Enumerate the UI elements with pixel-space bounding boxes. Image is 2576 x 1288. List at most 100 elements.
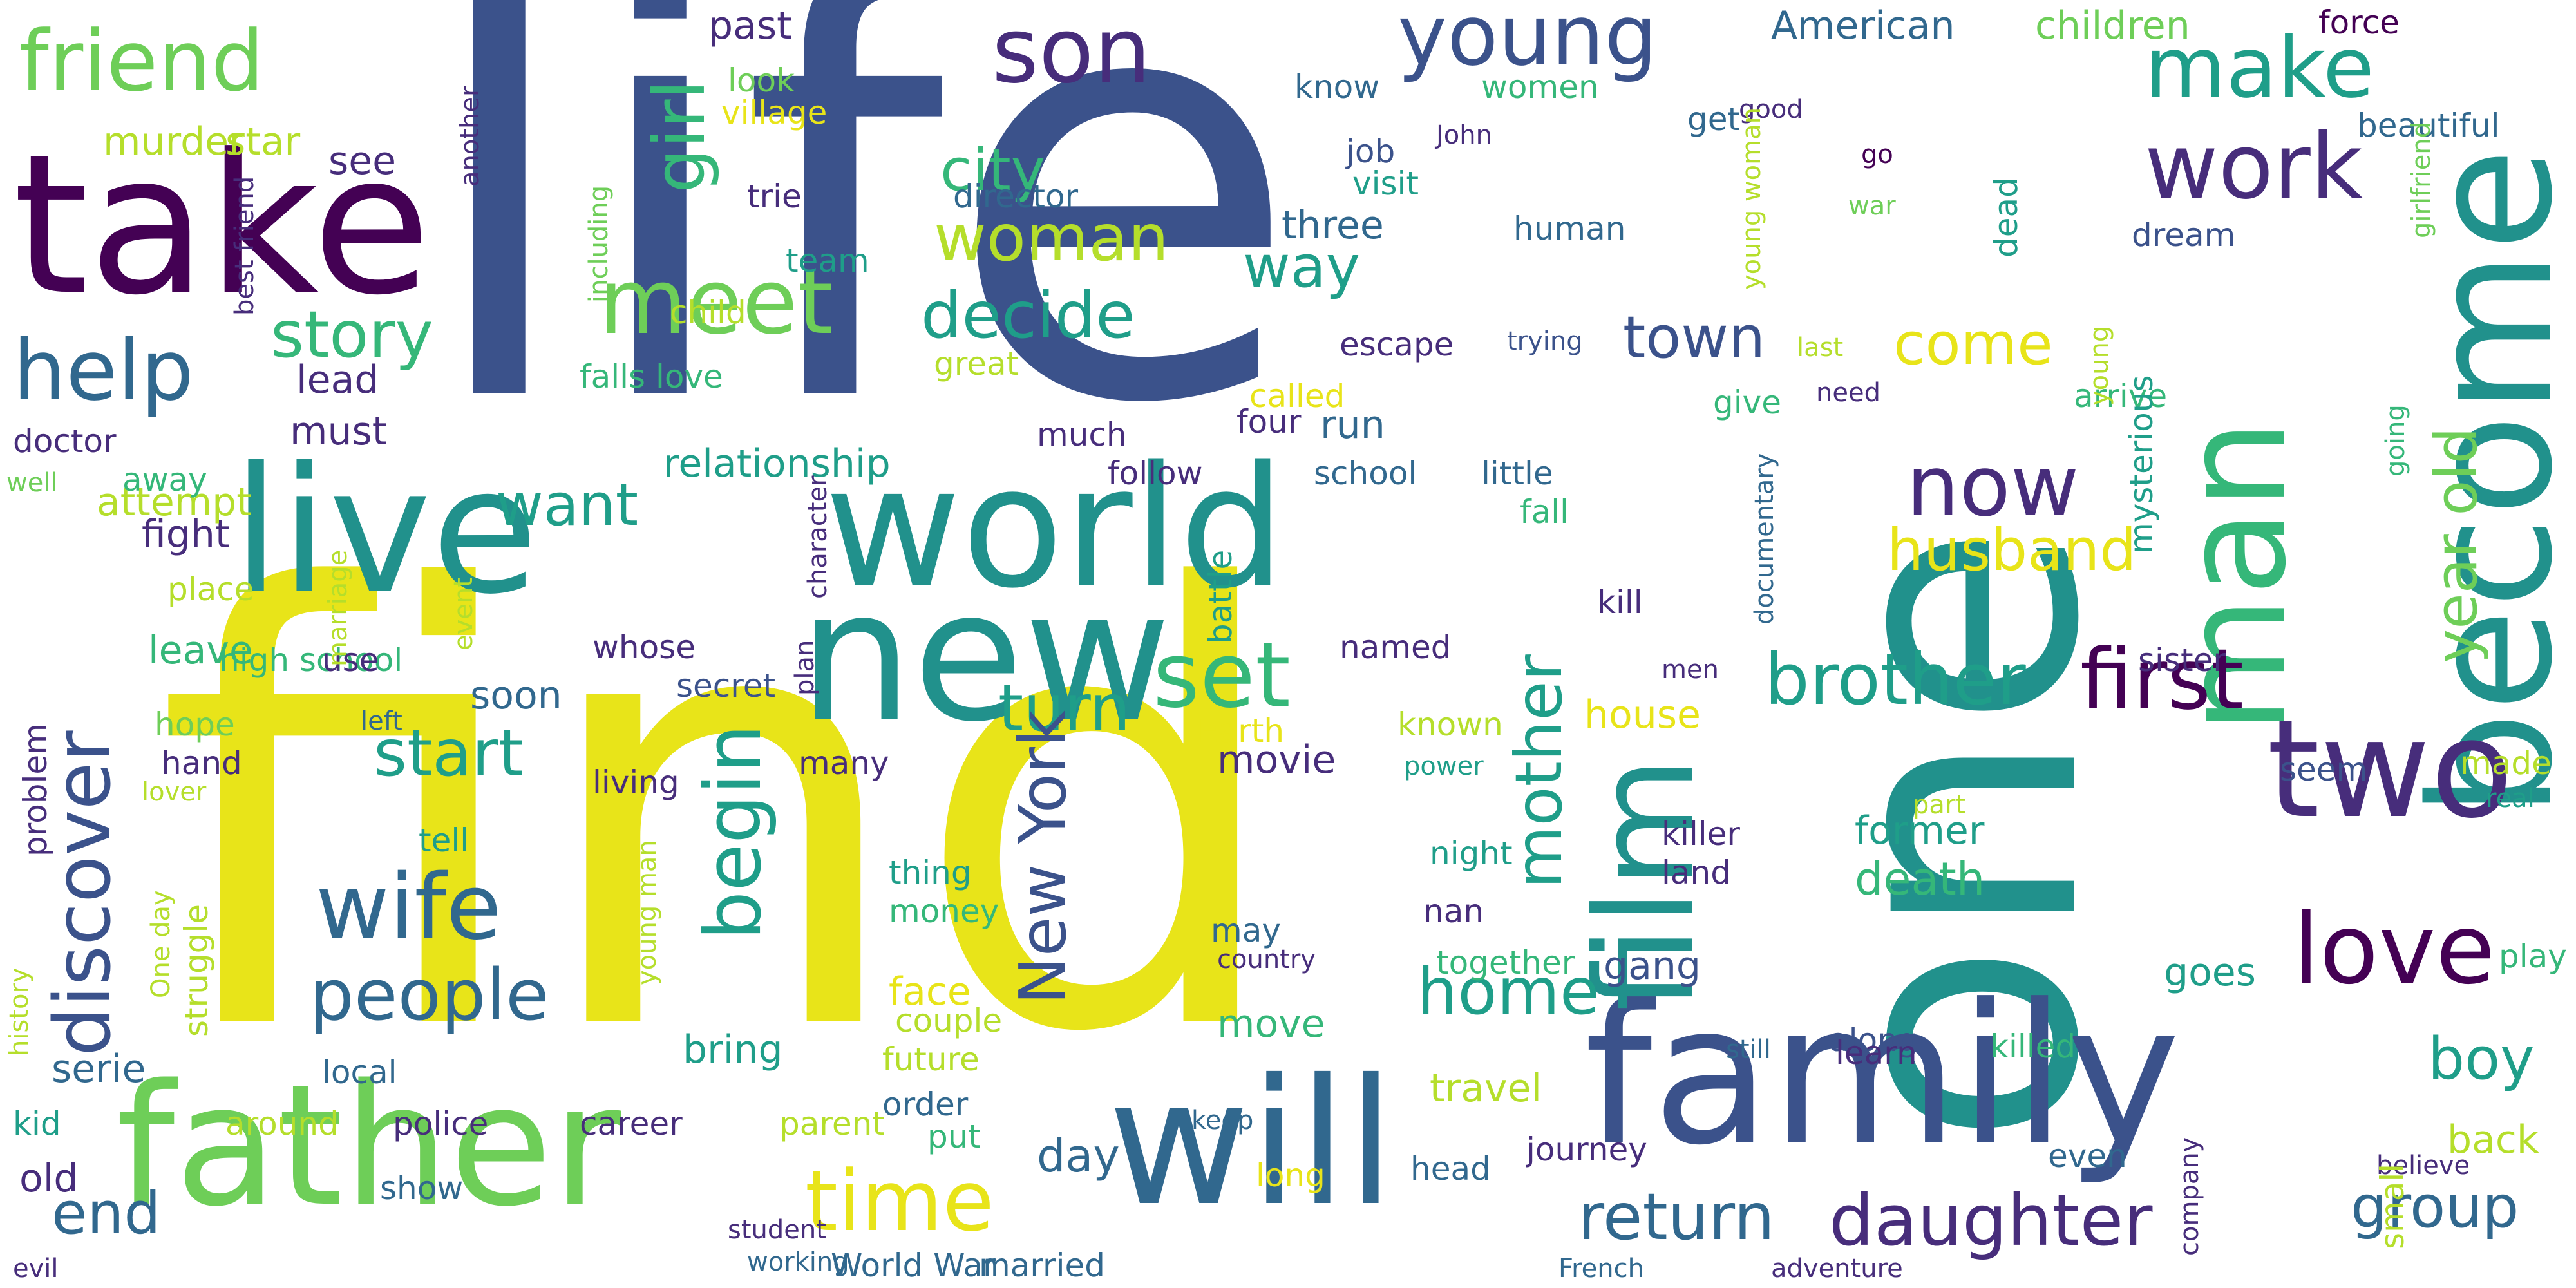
word-give: give — [1713, 384, 1781, 421]
word-children: children — [2035, 3, 2190, 48]
word-team: team — [786, 242, 869, 279]
word-come: come — [1893, 310, 2053, 378]
word-kill: kill — [1597, 583, 1643, 621]
word-year-old: year old — [2423, 427, 2490, 663]
word-along: along — [1829, 1021, 1918, 1059]
word-much: much — [1037, 416, 1127, 453]
word-boy: boy — [2428, 1025, 2535, 1093]
word-discover: discover — [39, 730, 128, 1056]
word-star: star — [225, 119, 301, 164]
word-killed: killed — [1990, 1028, 2076, 1065]
word-visit: visit — [1352, 165, 1419, 202]
word-first: first — [2080, 630, 2244, 728]
word-mother: mother — [1501, 654, 1577, 889]
word-struggle: struggle — [178, 904, 215, 1037]
word-brother: brother — [1765, 638, 2026, 721]
word-french: French — [1558, 1254, 1644, 1283]
word-last: last — [1797, 333, 1844, 363]
word-job: job — [1346, 133, 1396, 170]
word-may: may — [1211, 912, 1281, 949]
word-best-friend: best friend — [230, 176, 260, 316]
word-get: get — [1687, 100, 1741, 138]
word-whose: whose — [592, 629, 696, 666]
word-dream: dream — [2132, 216, 2236, 254]
word-world-war: World War — [831, 1247, 996, 1284]
word-head: head — [1410, 1150, 1491, 1188]
word-world: world — [824, 431, 1285, 625]
word-money: money — [889, 893, 999, 930]
word-new-york: New York — [1005, 710, 1081, 1005]
word-killer: killer — [1662, 815, 1740, 853]
word-love: love — [2293, 894, 2496, 1006]
word-going: going — [2381, 404, 2410, 477]
word-family: family — [1584, 963, 2181, 1188]
word-thing: thing — [889, 854, 972, 891]
word-use: use — [322, 641, 379, 679]
word-father: father — [116, 1049, 621, 1244]
word-relationship: relationship — [663, 441, 891, 486]
word-trying: trying — [1507, 327, 1583, 356]
word-start: start — [374, 715, 524, 791]
word-student: student — [728, 1215, 826, 1245]
word-village: village — [721, 94, 828, 131]
word-show: show — [380, 1170, 464, 1207]
word-earth: Earth — [1198, 712, 1285, 750]
word-little: little — [1481, 455, 1553, 492]
word-sister: sister — [2138, 641, 2226, 679]
word-leave: leave — [148, 628, 253, 673]
word-movie: movie — [1217, 737, 1336, 782]
word-adventure: adventure — [1771, 1254, 1903, 1283]
word-girlfriend: girlfriend — [2407, 121, 2436, 238]
word-need: need — [1816, 378, 1880, 408]
word-history: history — [5, 967, 34, 1056]
word-known: known — [1397, 706, 1503, 743]
word-marriage: marriage — [323, 549, 353, 667]
word-even: even — [2048, 1137, 2127, 1175]
word-school: school — [1314, 455, 1417, 492]
word-run: run — [1320, 402, 1385, 448]
word-high-school: high school — [219, 641, 403, 679]
word-woman: woman — [934, 200, 1170, 276]
word-son: son — [992, 0, 1151, 104]
word-go: go — [1861, 140, 1893, 169]
word-human: human — [1513, 210, 1626, 247]
word-take: take — [13, 113, 431, 337]
word-beautiful: beautiful — [2357, 107, 2500, 144]
word-follow: follow — [1108, 455, 1203, 492]
word-past: past — [708, 3, 792, 48]
word-police: police — [393, 1105, 489, 1142]
word-wife: wife — [316, 855, 502, 960]
word-lead: lead — [296, 357, 379, 402]
word-life: life — [419, 0, 1302, 530]
word-character: character — [803, 475, 833, 599]
word-country: country — [1217, 945, 1316, 974]
word-arrive: arrive — [2074, 377, 2168, 415]
word-company: company — [2175, 1137, 2204, 1256]
word-daughter: daughter — [1829, 1179, 2153, 1262]
word-night: night — [1430, 835, 1513, 872]
word-set: set — [1153, 623, 1291, 728]
word-face: face — [889, 969, 971, 1014]
word-problem: problem — [17, 723, 54, 857]
word-live: live — [232, 430, 538, 632]
word-attempt: attempt — [97, 480, 252, 525]
word-power: power — [1404, 752, 1484, 781]
word-couple: couple — [895, 1002, 1003, 1039]
word-order: order — [882, 1086, 969, 1123]
word-decide: decide — [921, 278, 1135, 353]
word-find: find — [155, 466, 1292, 1163]
word-child: child — [670, 294, 746, 331]
word-fight: fight — [142, 512, 231, 557]
word-small: small — [2374, 1163, 2411, 1249]
word-living: living — [592, 764, 679, 801]
word-will: will — [1108, 1041, 1395, 1244]
word-see: see — [328, 138, 397, 184]
word-learn: learn — [1835, 1034, 1917, 1072]
word-plan: plan — [790, 639, 820, 696]
word-must: must — [290, 409, 388, 454]
word-young: young — [2085, 325, 2114, 406]
word-friend: friend — [19, 12, 265, 110]
word-four: four — [1236, 403, 1302, 440]
word-bring: bring — [683, 1027, 783, 1072]
word-move: move — [1217, 1001, 1325, 1046]
